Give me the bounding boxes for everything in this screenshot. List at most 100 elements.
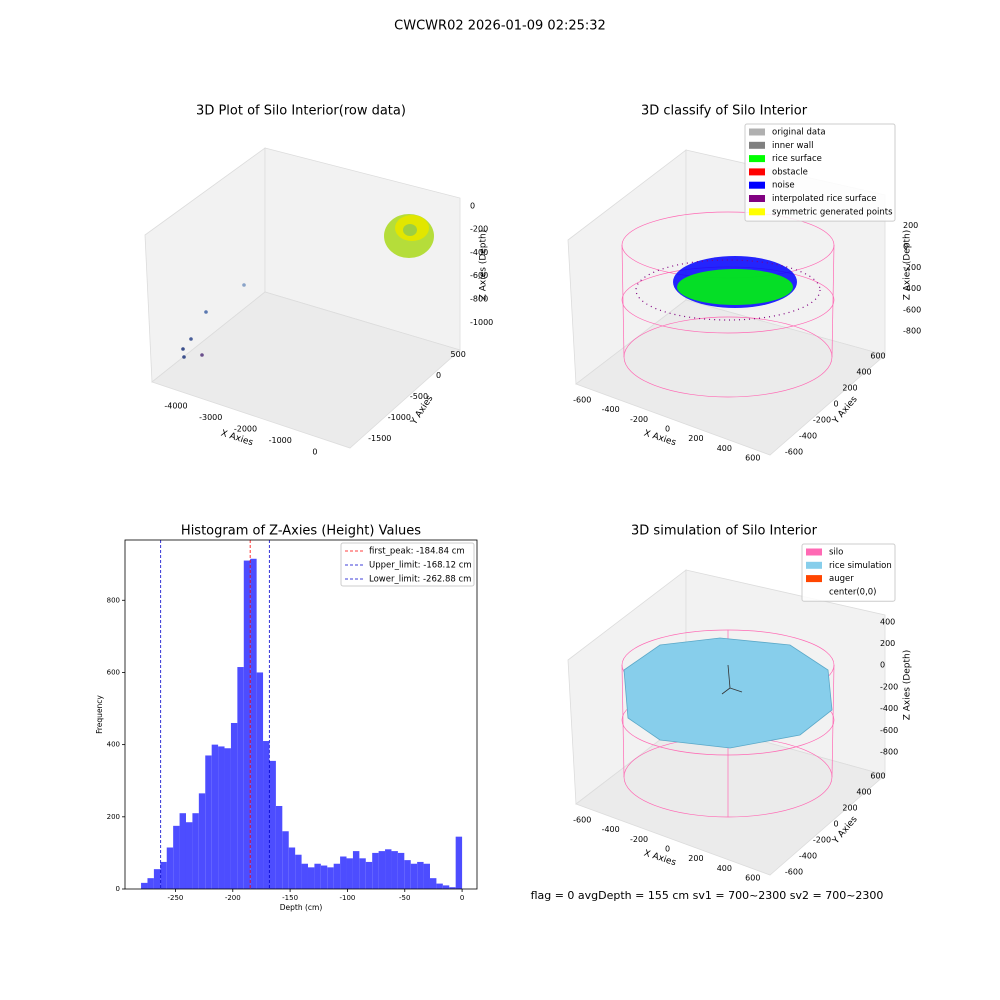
bar bbox=[282, 831, 289, 889]
legend-swatch bbox=[806, 561, 822, 569]
bar bbox=[327, 867, 334, 889]
x-tick-label: -200 bbox=[225, 894, 241, 902]
bar bbox=[295, 854, 302, 889]
legend-swatch bbox=[749, 128, 765, 136]
pane bbox=[575, 299, 886, 456]
bar bbox=[153, 869, 161, 889]
bar bbox=[436, 883, 443, 889]
legend-label: original data bbox=[772, 128, 826, 138]
y-tick-label: -1000 bbox=[388, 413, 411, 422]
auger bbox=[721, 687, 731, 695]
z-tick-label: -800 bbox=[880, 747, 898, 756]
y-tick-label: -400 bbox=[799, 432, 817, 441]
bar bbox=[179, 813, 186, 889]
silo-edge bbox=[621, 244, 625, 358]
y-tick-label: 200 bbox=[842, 384, 857, 393]
x-tick-label: 600 bbox=[745, 454, 760, 463]
point bbox=[204, 310, 208, 314]
bar bbox=[211, 744, 219, 889]
chart-title: Histogram of Z-Axies (Height) Values bbox=[181, 524, 421, 539]
legend-box bbox=[744, 123, 896, 222]
axes-frame bbox=[124, 539, 478, 890]
bar bbox=[256, 672, 264, 889]
bar bbox=[410, 863, 418, 889]
bar bbox=[397, 852, 405, 889]
x-tick-label: -4000 bbox=[164, 401, 187, 410]
bar bbox=[192, 813, 199, 889]
bar bbox=[314, 863, 321, 889]
x-tick-label: -400 bbox=[602, 405, 620, 414]
legend-swatch bbox=[806, 548, 822, 556]
y-tick-label: 0 bbox=[833, 400, 838, 409]
bar bbox=[385, 849, 392, 889]
bar bbox=[365, 861, 373, 889]
legend-label: silo bbox=[829, 548, 843, 558]
x-tick-label: 400 bbox=[717, 864, 732, 873]
z-tick-label: -600 bbox=[903, 305, 921, 314]
y-tick-label: 0 bbox=[833, 820, 838, 829]
bar bbox=[442, 885, 450, 889]
legend-label: first_peak: -184.84 cm bbox=[369, 547, 465, 557]
bar bbox=[224, 748, 231, 889]
point bbox=[189, 337, 193, 341]
panes-1 bbox=[144, 147, 461, 449]
bar bbox=[205, 755, 212, 889]
bar bbox=[391, 851, 398, 889]
x-tick-label: -200 bbox=[630, 415, 648, 424]
z-tick-label: -400 bbox=[880, 704, 898, 713]
x-axis-label: Depth (cm) bbox=[280, 903, 323, 912]
chart-title: 3D classify of Silo Interior bbox=[641, 104, 808, 119]
z-axis-label: Z Axies (Depth) bbox=[903, 230, 913, 301]
y-tick-label: 400 bbox=[107, 741, 120, 749]
silo-edge bbox=[831, 664, 835, 778]
y-tick-label: 600 bbox=[107, 668, 120, 676]
x-tick-label: -250 bbox=[168, 894, 184, 902]
x-tick-label: -3000 bbox=[199, 413, 222, 422]
y-tick-label: 400 bbox=[856, 368, 871, 377]
x-tick-label: -600 bbox=[573, 815, 591, 824]
z-tick-label: -600 bbox=[880, 726, 898, 735]
legend-label: Lower_limit: -262.88 cm bbox=[369, 575, 471, 585]
legend-swatch bbox=[749, 155, 765, 163]
pane bbox=[575, 719, 886, 876]
z-axis-label: Z Axies (Depth) bbox=[903, 650, 913, 721]
z-tick-label: -200 bbox=[880, 682, 898, 691]
y-tick-label: 600 bbox=[870, 772, 885, 781]
point-cloud bbox=[403, 224, 417, 236]
auger bbox=[727, 664, 731, 689]
bar bbox=[198, 793, 206, 889]
bar bbox=[263, 741, 270, 889]
bar bbox=[423, 863, 430, 889]
bar bbox=[147, 878, 154, 889]
y-tick-label: 500 bbox=[451, 350, 466, 359]
pane bbox=[151, 291, 461, 449]
bar bbox=[288, 847, 296, 889]
x-tick-label: 200 bbox=[688, 434, 703, 443]
point bbox=[181, 347, 185, 351]
z-tick-label: 200 bbox=[880, 639, 895, 648]
legend-label: center(0,0) bbox=[829, 587, 877, 597]
interp-cloud bbox=[635, 259, 821, 321]
z-tick-label: -1000 bbox=[470, 318, 493, 327]
x-tick-label: 400 bbox=[717, 444, 732, 453]
x-tick-label: -1000 bbox=[269, 436, 292, 445]
bar bbox=[320, 865, 328, 889]
x-tick-label: 600 bbox=[745, 874, 760, 883]
bar bbox=[417, 861, 424, 889]
z-tick-label: 200 bbox=[903, 221, 918, 230]
x-tick-label: -100 bbox=[339, 894, 355, 902]
bar bbox=[160, 861, 167, 889]
point bbox=[182, 355, 186, 359]
y-tick-label: -400 bbox=[799, 852, 817, 861]
bar bbox=[378, 851, 386, 889]
chart-title: 3D Plot of Silo Interior(row data) bbox=[196, 104, 406, 119]
bar bbox=[455, 836, 463, 889]
y-tick-label: 400 bbox=[856, 788, 871, 797]
bar bbox=[333, 863, 341, 889]
z-tick-label: -200 bbox=[470, 225, 488, 234]
x-tick-label: -400 bbox=[602, 825, 620, 834]
y-tick-label: -200 bbox=[813, 416, 831, 425]
legend-swatch bbox=[749, 195, 765, 202]
rice-cloud bbox=[677, 269, 793, 305]
z-tick-label: -800 bbox=[470, 295, 488, 304]
